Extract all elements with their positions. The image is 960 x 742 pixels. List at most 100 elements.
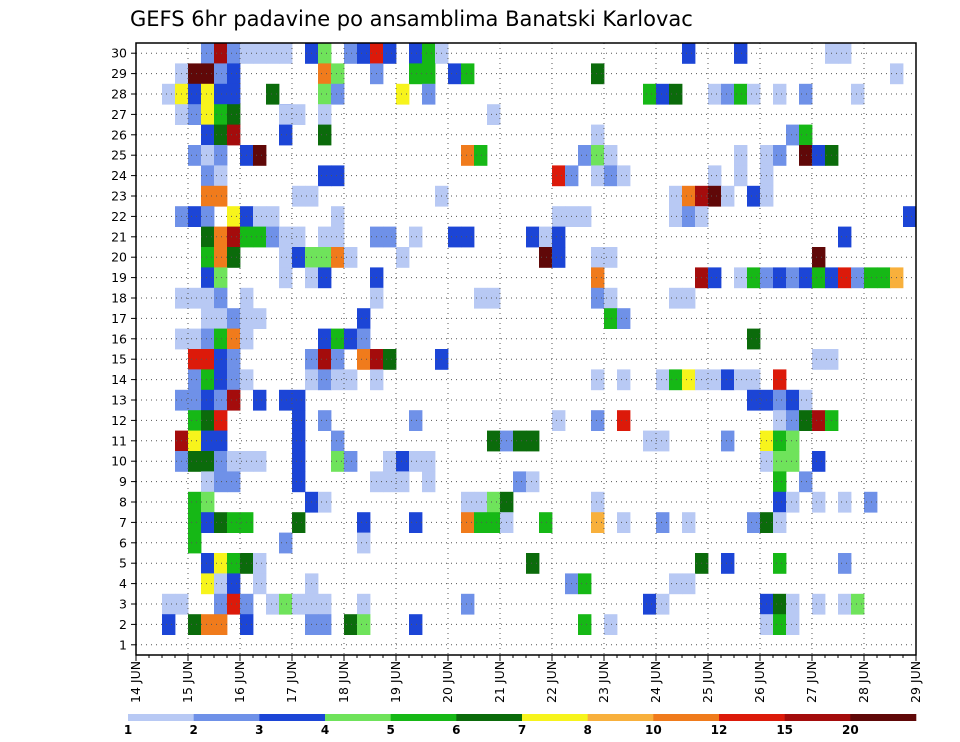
chart-title: GEFS 6hr padavine po ansamblima Banatski… <box>130 7 693 31</box>
precip-cell <box>266 206 280 227</box>
precip-cell <box>227 593 241 615</box>
precip-cell <box>669 206 683 227</box>
precip-cell <box>201 512 215 533</box>
y-tick-label: 27 <box>111 107 127 122</box>
precip-cell <box>201 267 215 289</box>
y-tick-label: 17 <box>111 311 127 326</box>
precip-cell <box>552 165 566 187</box>
ticks-layer: 1234567891011121314151617181920212223242… <box>111 46 923 703</box>
precip-cell <box>812 593 826 615</box>
precip-cell <box>773 410 787 431</box>
x-tick-label: 29 JUN <box>908 661 923 703</box>
precip-cell <box>682 369 696 391</box>
precip-cell <box>747 185 761 207</box>
precip-cell <box>201 43 215 64</box>
precip-cell <box>279 43 293 64</box>
legend-swatch <box>325 714 391 721</box>
precip-cell <box>214 553 228 574</box>
precip-cell <box>227 553 241 574</box>
precip-cell <box>214 247 228 268</box>
legend-label: 8 <box>583 723 591 737</box>
precip-cell <box>422 83 436 105</box>
precip-cell <box>227 308 241 329</box>
precip-cell <box>318 63 332 85</box>
precip-cell <box>266 83 280 105</box>
precip-cell <box>318 349 332 370</box>
precip-cell <box>552 247 566 268</box>
precip-cell <box>721 553 735 574</box>
precip-cell <box>773 593 787 615</box>
precip-cell <box>487 430 501 452</box>
precip-cell <box>747 328 761 350</box>
precip-cell <box>344 369 358 391</box>
precip-cell <box>383 471 397 493</box>
precip-cell <box>214 104 228 125</box>
precip-cell <box>812 451 826 472</box>
y-tick-label: 16 <box>111 331 127 346</box>
precip-cell <box>604 247 618 268</box>
precip-cell <box>227 512 241 533</box>
precip-cell <box>162 614 176 635</box>
precip-cell <box>201 369 215 391</box>
precip-cell <box>214 512 228 533</box>
precip-cell <box>864 491 878 513</box>
precip-cell <box>617 165 631 187</box>
precip-cell <box>201 63 215 85</box>
precip-cell <box>773 83 787 105</box>
precip-cell <box>279 226 293 248</box>
precip-cell <box>578 614 592 635</box>
precip-cell <box>201 185 215 207</box>
x-tick-label: 22 JUN <box>544 661 559 703</box>
precip-cell <box>786 410 800 431</box>
precip-cell <box>604 165 618 187</box>
precip-cell <box>227 63 241 85</box>
precip-cell <box>201 491 215 513</box>
precip-cell <box>617 369 631 391</box>
legend-swatch <box>128 714 194 721</box>
precip-cell <box>474 491 488 513</box>
precip-cell <box>188 83 202 105</box>
precip-cell <box>188 349 202 370</box>
precip-cell <box>357 532 371 554</box>
x-tick-label: 27 JUN <box>804 661 819 703</box>
precip-cell <box>279 593 293 615</box>
x-tick-label: 26 JUN <box>752 661 767 703</box>
y-tick-label: 2 <box>119 617 127 632</box>
precip-cell <box>539 226 553 248</box>
precip-cell <box>682 206 696 227</box>
precip-cell <box>448 226 462 248</box>
precip-cell <box>786 124 800 146</box>
precip-cell <box>721 430 735 452</box>
precip-cell <box>188 104 202 125</box>
precip-cell <box>643 593 657 615</box>
y-tick-label: 8 <box>119 495 127 510</box>
precip-cell <box>266 226 280 248</box>
precip-cell <box>227 104 241 125</box>
y-tick-label: 28 <box>111 87 127 102</box>
precip-cell <box>214 83 228 105</box>
precip-cell <box>227 206 241 227</box>
precip-cell <box>188 410 202 431</box>
precip-cell <box>357 43 371 64</box>
precip-cell <box>786 267 800 289</box>
grid-layer <box>136 43 916 655</box>
precip-cell <box>357 614 371 635</box>
precip-cell <box>214 43 228 64</box>
precip-cell <box>786 614 800 635</box>
precip-cell <box>214 593 228 615</box>
legend-swatch <box>456 714 523 721</box>
precip-cell <box>253 451 267 472</box>
y-tick-label: 14 <box>111 372 127 387</box>
y-tick-label: 22 <box>111 209 127 224</box>
precip-cell <box>786 593 800 615</box>
precip-cell <box>214 165 228 187</box>
precip-cell <box>292 512 306 533</box>
precip-cell <box>552 410 566 431</box>
precip-cell <box>201 553 215 574</box>
precip-cell <box>318 491 332 513</box>
precip-cell <box>838 267 852 289</box>
legend-label: 2 <box>189 723 197 737</box>
precip-cell <box>279 267 293 289</box>
precip-cell <box>773 451 787 472</box>
precip-cell <box>838 226 852 248</box>
